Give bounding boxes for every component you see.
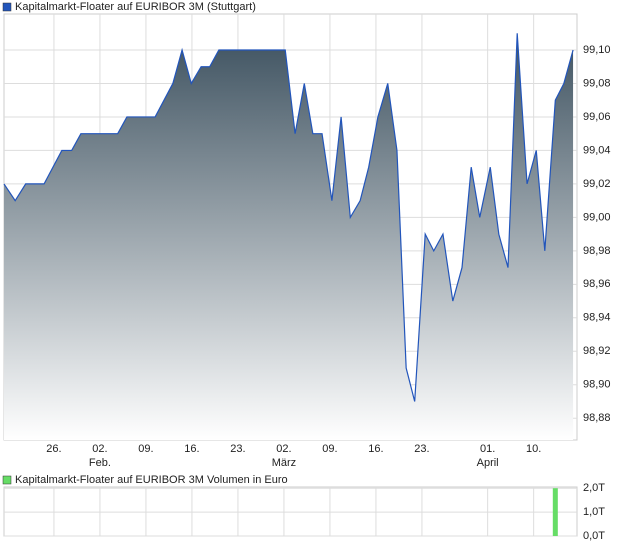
y-tick-label: 98,88	[583, 412, 611, 424]
price-line	[3, 33, 574, 402]
x-tick-label: 09.	[322, 443, 337, 455]
y-tick-label: 2,0T	[583, 482, 605, 494]
y-tick-label: 98,90	[583, 379, 611, 391]
plot-background	[3, 486, 578, 537]
legend-swatch	[2, 2, 12, 12]
legend-swatch	[2, 475, 12, 485]
x-tick-label: 02.	[276, 443, 291, 455]
y-tick-label: 0,0T	[583, 530, 605, 542]
x-tick-label: 09.	[138, 443, 153, 455]
y-tick-label: 99,04	[583, 144, 611, 156]
legend-label: Kapitalmarkt-Floater auf EURIBOR 3M Volu…	[15, 474, 288, 486]
y-tick-label: 99,06	[583, 111, 611, 123]
y-tick-label: 99,02	[583, 178, 611, 190]
month-label: März	[272, 457, 296, 469]
y-tick-label: 99,10	[583, 44, 611, 56]
x-tick-label: 23.	[230, 443, 245, 455]
y-tick-label: 99,00	[583, 211, 611, 223]
y-tick-label: 99,08	[583, 77, 611, 89]
x-tick-label: 02.	[92, 443, 107, 455]
x-tick-label: 16.	[368, 443, 383, 455]
y-tick-label: 98,92	[583, 345, 611, 357]
legend-label: Kapitalmarkt-Floater auf EURIBOR 3M (Stu…	[15, 1, 256, 13]
x-tick-label: 10.	[526, 443, 541, 455]
month-label: Feb.	[89, 457, 111, 469]
volume-bar	[552, 488, 558, 536]
x-tick-label: 16.	[184, 443, 199, 455]
area-fill	[4, 33, 574, 440]
x-tick-label: 26.	[46, 443, 61, 455]
y-tick-label: 98,96	[583, 278, 611, 290]
y-tick-label: 98,94	[583, 312, 611, 324]
x-tick-label: 01.	[480, 443, 495, 455]
x-tick-label: 23.	[414, 443, 429, 455]
y-tick-label: 98,98	[583, 245, 611, 257]
y-tick-label: 1,0T	[583, 506, 605, 518]
month-label: April	[477, 457, 499, 469]
